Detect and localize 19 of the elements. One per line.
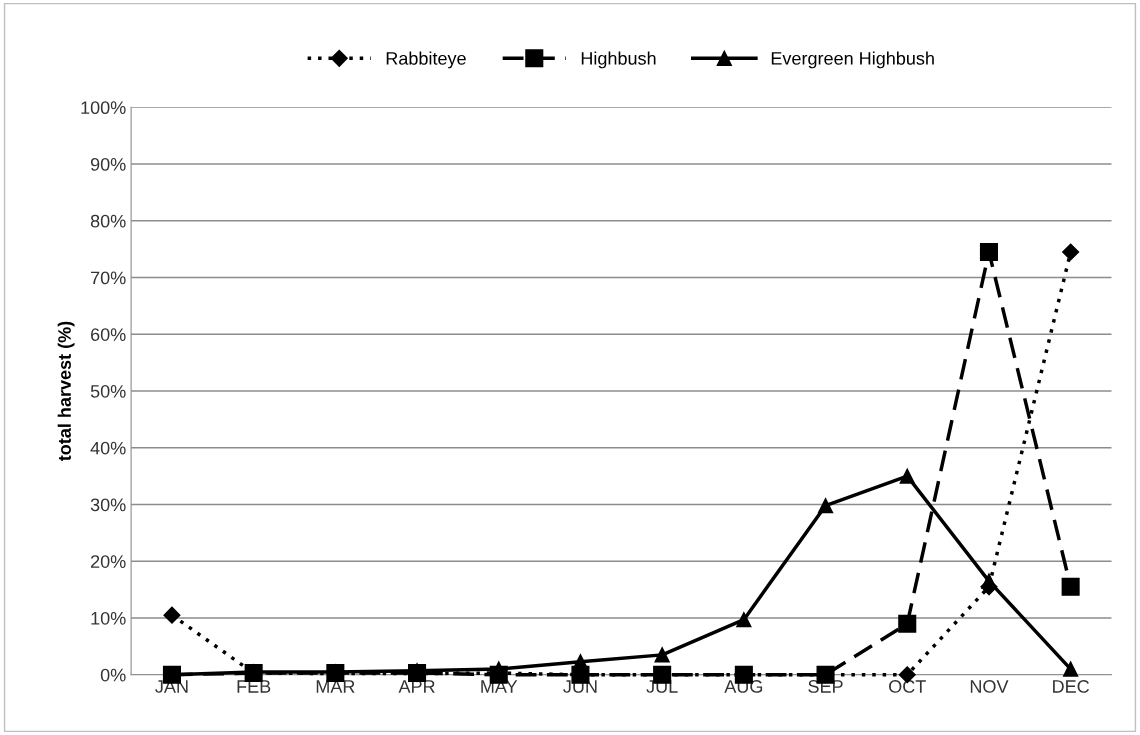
x-tick-label: OCT [889, 680, 926, 693]
y-tick-label: 50% [90, 384, 126, 398]
y-tick-label: 80% [90, 214, 126, 228]
legend-label: Evergreen Highbush [771, 51, 934, 69]
y-axis-title: total harvest (%) [57, 321, 75, 462]
y-tick-label: 90% [90, 157, 126, 171]
y-tick-label: 20% [91, 555, 126, 568]
y-tick-label: 100% [81, 101, 126, 115]
y-tick-label: 60% [91, 328, 126, 341]
y-tick-label: 0% [100, 668, 126, 682]
legend-label: Highbush [581, 51, 656, 69]
y-tick-label: 10% [91, 611, 126, 625]
y-tick-label: 70% [91, 271, 126, 285]
legend-label: Rabbiteye [386, 51, 466, 69]
x-tick-label: NOV [970, 680, 1009, 693]
y-tick-label: 40% [90, 441, 126, 455]
x-tick-label: DEC [1053, 680, 1090, 693]
x-tick-label: MAR [316, 680, 355, 693]
y-tick-label: 30% [90, 498, 126, 512]
